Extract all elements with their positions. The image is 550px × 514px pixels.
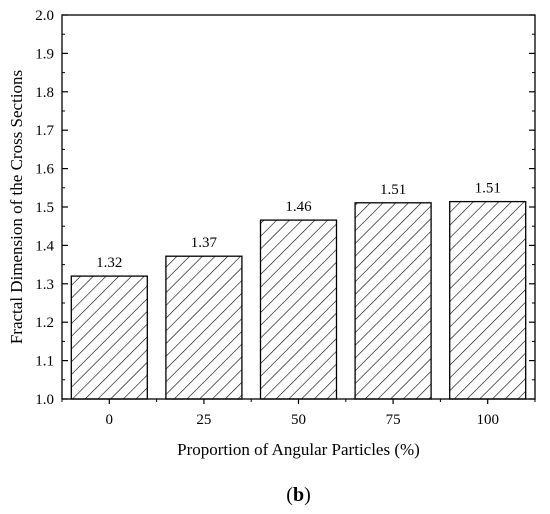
data-labels-layer: 1.32 1.37 1.46 1.51 1.51 bbox=[96, 181, 501, 272]
x-tick-label-75: 75 bbox=[386, 412, 401, 428]
bar-75 bbox=[354, 202, 432, 400]
panel-label-open: ( bbox=[286, 484, 293, 506]
y-tick-label: 1.2 bbox=[35, 315, 54, 331]
x-axis-title: Proportion of Angular Particles (%) bbox=[177, 440, 420, 459]
y-tick-label: 1.9 bbox=[35, 46, 54, 62]
y-tick-label: 1.1 bbox=[35, 354, 54, 370]
panel-label-close: ) bbox=[304, 484, 311, 506]
bar-25 bbox=[165, 255, 243, 400]
y-tick-label: 1.3 bbox=[35, 277, 54, 293]
y-tick-label: 1.8 bbox=[35, 85, 54, 101]
panel-label: (b) bbox=[286, 484, 310, 506]
axes-layer: 1.0 1.1 1.2 1.3 1.4 1.5 1.6 1.7 1.8 1.9 2.0 0 25 50 75… bbox=[35, 8, 536, 428]
y-tick-label: 1.6 bbox=[35, 162, 54, 178]
x-tick-label-100: 100 bbox=[476, 412, 499, 428]
panel-label-letter: b bbox=[293, 484, 304, 506]
x-tick-label-50: 50 bbox=[291, 412, 306, 428]
y-tick-label: 1.4 bbox=[35, 238, 54, 254]
data-label-0: 1.32 bbox=[96, 255, 122, 271]
bar-100 bbox=[449, 200, 527, 400]
x-tick-label-0: 0 bbox=[106, 412, 114, 428]
bars-layer bbox=[70, 200, 527, 400]
y-tick-label: 1.7 bbox=[35, 123, 54, 139]
x-tick-label-25: 25 bbox=[196, 412, 211, 428]
data-label-50: 1.46 bbox=[285, 199, 312, 215]
data-label-75: 1.51 bbox=[380, 182, 406, 198]
y-tick-label: 2.0 bbox=[35, 8, 54, 24]
bar-50 bbox=[259, 219, 338, 400]
y-axis-title: Fractal Dimension of the Cross Sections bbox=[7, 70, 26, 344]
y-tick-label: 1.5 bbox=[35, 200, 54, 216]
bar-0 bbox=[70, 275, 148, 400]
data-label-25: 1.37 bbox=[191, 235, 218, 251]
data-label-100: 1.51 bbox=[475, 181, 501, 197]
y-tick-label: 1.0 bbox=[35, 392, 54, 408]
